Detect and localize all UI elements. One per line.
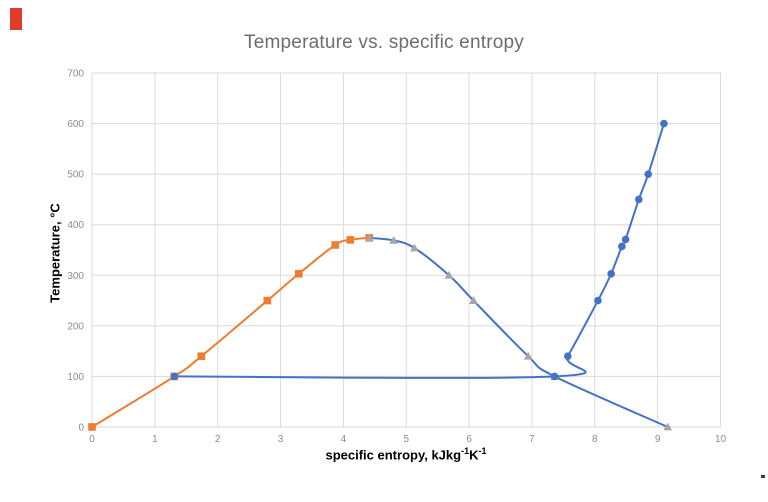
atmospheric-isobar-line-marker-4: [607, 269, 615, 278]
x-axis-title-text: specific entropy, kJkg: [325, 447, 462, 463]
atmospheric-isobar-line-marker-5: [618, 242, 626, 251]
saturated-vapour-line-path: [368, 236, 669, 428]
saturated-vapour-line-marker-5: [523, 351, 533, 360]
chart-title: Temperature vs. specific entropy: [244, 32, 524, 53]
y-tick-label-0: 0: [78, 423, 84, 434]
x-tick-label-6: 6: [466, 434, 472, 445]
x-tick-label-2: 2: [215, 434, 221, 445]
atmospheric-isobar-line-marker-0: [170, 372, 179, 381]
x-tick-label-1: 1: [152, 434, 158, 445]
atmospheric-isobar-line-marker-9: [660, 119, 668, 128]
saturated-liquid-line-marker-0: [88, 423, 96, 431]
saturated-liquid-line-path: [91, 236, 371, 428]
atmospheric-isobar-line-marker-7: [634, 195, 643, 204]
x-axis-title: specific entropy, kJkg-1K-1: [0, 446, 768, 462]
saturated-vapour-line-marker-7: [663, 422, 673, 431]
x-tick-label-0: 0: [89, 434, 95, 445]
y-tick-label-200: 200: [67, 321, 84, 332]
y-tick-label-100: 100: [67, 372, 84, 383]
x-axis-title-sup1: -1: [461, 446, 470, 456]
x-tick-label-5: 5: [403, 434, 409, 445]
y-tick-label-400: 400: [67, 220, 84, 231]
atmospheric-isobar-line-marker-3: [594, 296, 602, 305]
saturated-liquid-line-marker-2: [197, 352, 206, 360]
saturated-vapour-line-marker-0: [364, 233, 374, 242]
corner-speck: [761, 475, 765, 478]
red-rectangle-marker: [10, 8, 22, 30]
saturated-liquid-line-marker-6: [346, 236, 355, 244]
y-tick-label-300: 300: [67, 271, 84, 282]
x-tick-label-8: 8: [592, 434, 598, 445]
atmospheric-isobar-line-marker-2: [563, 352, 572, 361]
x-tick-label-3: 3: [278, 434, 284, 445]
saturated-vapour-line-marker-2: [410, 243, 419, 252]
y-tick-label-700: 700: [67, 69, 84, 80]
y-tick-label-500: 500: [67, 170, 84, 181]
saturated-liquid-line-marker-3: [263, 296, 272, 305]
x-tick-label-9: 9: [655, 434, 661, 445]
y-tick-label-600: 600: [67, 119, 84, 130]
saturated-liquid-line-marker-5: [331, 241, 340, 249]
atmospheric-isobar-line-marker-1: [550, 372, 559, 381]
atmospheric-isobar-line-marker-6: [621, 235, 630, 244]
x-tick-label-7: 7: [529, 434, 535, 445]
x-tick-label-10: 10: [715, 434, 727, 445]
x-axis-title-sup2: -1: [478, 446, 487, 456]
saturated-vapour-line-marker-1: [389, 235, 399, 244]
saturated-liquid-line-marker-4: [294, 269, 303, 278]
saturated-vapour-line-marker-4: [469, 296, 478, 304]
atmospheric-isobar-line-marker-8: [644, 170, 653, 178]
saturated-vapour-line-marker-3: [444, 270, 454, 279]
atmospheric-isobar-line-path: [173, 122, 665, 379]
x-tick-label-4: 4: [341, 434, 347, 445]
x-axis-title-text2: K: [469, 447, 479, 463]
